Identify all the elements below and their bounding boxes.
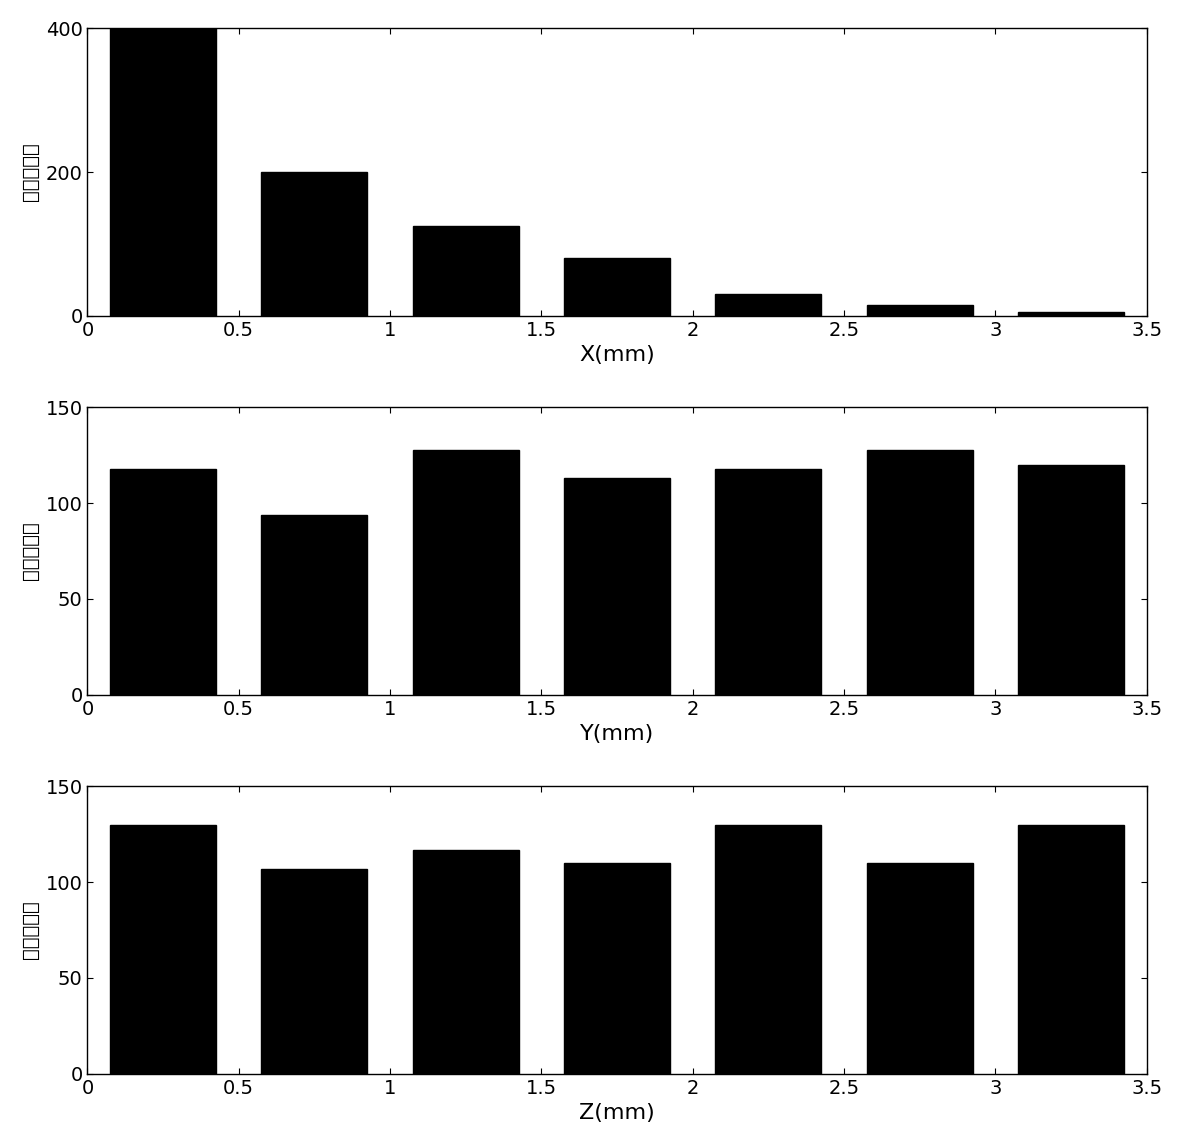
- Bar: [1019, 312, 1124, 316]
- X-axis label: Z(mm): Z(mm): [580, 1103, 655, 1123]
- Bar: [261, 868, 367, 1074]
- Bar: [716, 294, 821, 316]
- X-axis label: Y(mm): Y(mm): [580, 724, 654, 744]
- Bar: [867, 863, 972, 1074]
- Bar: [413, 850, 518, 1074]
- Y-axis label: 计数（个）: 计数（个）: [21, 143, 40, 201]
- Bar: [261, 515, 367, 694]
- Bar: [1019, 825, 1124, 1074]
- Bar: [716, 825, 821, 1074]
- Bar: [564, 478, 670, 694]
- Bar: [110, 825, 216, 1074]
- Bar: [564, 863, 670, 1074]
- Y-axis label: 计数（个）: 计数（个）: [21, 900, 40, 960]
- Y-axis label: 计数（个）: 计数（个）: [21, 522, 40, 580]
- Bar: [564, 259, 670, 316]
- Bar: [867, 305, 972, 316]
- X-axis label: X(mm): X(mm): [580, 345, 655, 365]
- Bar: [867, 450, 972, 694]
- Bar: [110, 469, 216, 694]
- Bar: [413, 450, 518, 694]
- Bar: [413, 225, 518, 316]
- Bar: [261, 172, 367, 316]
- Bar: [1019, 464, 1124, 694]
- Bar: [716, 469, 821, 694]
- Bar: [110, 29, 216, 316]
